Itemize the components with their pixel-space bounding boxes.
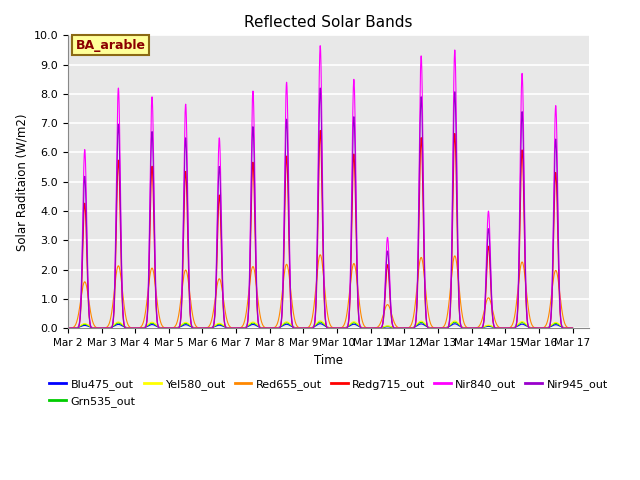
Red655_out (155, 309, 163, 315)
Nir840_out (568, 325, 576, 331)
Yel580_out (569, 325, 577, 331)
Redg715_out (316, 128, 324, 133)
Legend: Blu475_out, Grn535_out, Yel580_out, Red655_out, Redg715_out, Nir840_out, Nir945_: Blu475_out, Grn535_out, Yel580_out, Red6… (45, 375, 612, 411)
Grn535_out (433, 325, 441, 331)
Grn535_out (568, 325, 576, 331)
Line: Red655_out: Red655_out (68, 255, 573, 328)
Nir945_out (462, 325, 470, 331)
Line: Nir840_out: Nir840_out (68, 46, 573, 328)
Redg715_out (568, 325, 576, 331)
Nir945_out (569, 325, 577, 331)
Yel580_out (316, 318, 324, 324)
Redg715_out (569, 325, 577, 331)
Nir840_out (64, 325, 72, 331)
Nir945_out (568, 325, 576, 331)
Line: Redg715_out: Redg715_out (68, 131, 573, 328)
Nir840_out (462, 325, 470, 331)
Nir945_out (155, 324, 163, 330)
Blu475_out (462, 325, 470, 331)
Yel580_out (462, 325, 470, 331)
Blu475_out (405, 325, 413, 331)
Blu475_out (155, 324, 163, 330)
Red655_out (301, 325, 309, 331)
X-axis label: Time: Time (314, 354, 343, 367)
Red655_out (569, 325, 577, 331)
Nir840_out (301, 325, 309, 331)
Yel580_out (433, 325, 441, 331)
Blu475_out (568, 325, 576, 331)
Blu475_out (301, 325, 309, 331)
Red655_out (405, 324, 413, 330)
Nir945_out (316, 85, 324, 91)
Line: Blu475_out: Blu475_out (68, 324, 573, 328)
Yel580_out (64, 325, 72, 331)
Line: Nir945_out: Nir945_out (68, 88, 573, 328)
Red655_out (433, 325, 441, 331)
Nir945_out (405, 325, 413, 331)
Nir840_out (405, 325, 413, 331)
Nir840_out (316, 43, 324, 48)
Yel580_out (568, 325, 576, 331)
Nir840_out (155, 324, 163, 330)
Text: BA_arable: BA_arable (76, 38, 146, 51)
Grn535_out (155, 324, 163, 330)
Red655_out (64, 325, 72, 331)
Y-axis label: Solar Raditaion (W/m2): Solar Raditaion (W/m2) (15, 113, 28, 251)
Redg715_out (405, 325, 413, 331)
Yel580_out (405, 325, 413, 331)
Nir945_out (64, 325, 72, 331)
Grn535_out (64, 325, 72, 331)
Redg715_out (301, 325, 309, 331)
Blu475_out (64, 325, 72, 331)
Grn535_out (316, 319, 324, 325)
Redg715_out (155, 324, 163, 330)
Grn535_out (301, 325, 309, 331)
Yel580_out (155, 324, 163, 329)
Nir945_out (301, 325, 309, 331)
Title: Reflected Solar Bands: Reflected Solar Bands (244, 15, 413, 30)
Yel580_out (301, 325, 309, 331)
Line: Grn535_out: Grn535_out (68, 322, 573, 328)
Nir840_out (569, 325, 577, 331)
Blu475_out (569, 325, 577, 331)
Redg715_out (462, 325, 470, 331)
Grn535_out (405, 325, 413, 331)
Red655_out (316, 252, 324, 258)
Nir945_out (433, 325, 441, 331)
Red655_out (568, 325, 576, 331)
Nir840_out (433, 325, 441, 331)
Redg715_out (433, 325, 441, 331)
Grn535_out (462, 325, 470, 331)
Grn535_out (569, 325, 577, 331)
Line: Yel580_out: Yel580_out (68, 321, 573, 328)
Blu475_out (433, 325, 441, 331)
Blu475_out (316, 321, 324, 326)
Red655_out (462, 324, 470, 329)
Redg715_out (64, 325, 72, 331)
